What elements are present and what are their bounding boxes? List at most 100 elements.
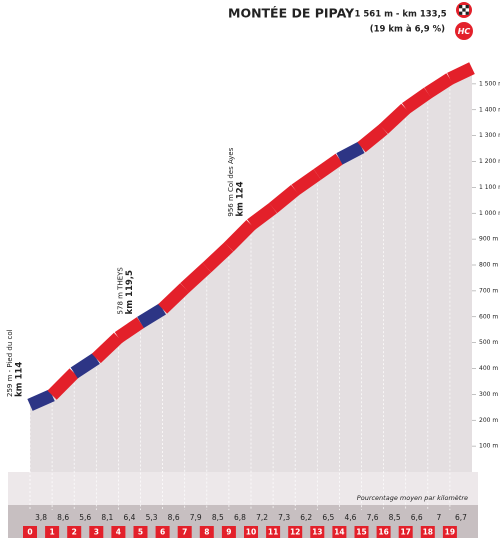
km-box [310, 526, 325, 538]
annotation-km: km 119,5 [125, 270, 135, 314]
gradient-label: 8,5 [212, 513, 224, 522]
gradient-segment [47, 368, 79, 400]
gradient-label: 8,5 [389, 513, 401, 522]
gradient-segment [224, 220, 256, 252]
gradient-label: 7,9 [190, 513, 202, 522]
gradient-caption: Pourcentage moyen par kilomètre [357, 494, 468, 502]
gradient-segment [70, 352, 100, 379]
y-tick-label: 1 100 m [479, 184, 500, 191]
y-tick-label: 800 m [479, 262, 498, 269]
km-box [111, 526, 126, 538]
annotation-km: km 124 [236, 181, 246, 216]
km-box [199, 526, 214, 538]
annotation-text: 956 m Col des Ayes [227, 147, 235, 216]
km-box [23, 526, 37, 538]
y-tick-label: 100 m [479, 443, 498, 450]
gradient-segment [379, 103, 411, 134]
km-label: 16 [378, 528, 388, 537]
km-label: 7 [182, 528, 187, 537]
gradient-segment [401, 87, 432, 114]
km-label: 15 [356, 528, 366, 537]
gradient-label: 8,6 [168, 513, 180, 522]
gradient-label: 6,8 [234, 513, 246, 522]
gradient-segment [291, 169, 322, 196]
gradient-label: 7,6 [367, 513, 379, 522]
y-tick-label: 900 m [479, 236, 498, 243]
km-label: 6 [160, 528, 165, 537]
km-box [45, 526, 60, 538]
km-label: 11 [268, 528, 278, 537]
km-box [332, 526, 347, 538]
km-box [288, 526, 303, 538]
gradient-segment [447, 62, 475, 85]
gradient-label: 8,1 [101, 513, 113, 522]
y-tick-label: 1 000 m [479, 210, 500, 217]
y-tick-label: 1 400 m [479, 106, 500, 113]
gradient-segment [336, 141, 365, 165]
y-tick-label: 500 m [479, 339, 498, 346]
km-label: 19 [445, 528, 455, 537]
km-box [133, 526, 148, 538]
finish-flag [456, 2, 472, 18]
gradient-segment [313, 153, 344, 180]
ground-band [8, 472, 478, 505]
chart-title: MONTÉE DE PIPAY [228, 6, 355, 21]
km-box [266, 526, 281, 538]
y-tick-label: 400 m [479, 365, 498, 372]
km-box [155, 526, 170, 538]
km-box [221, 526, 236, 538]
gradient-segment [91, 332, 123, 364]
km-label: 8 [204, 528, 209, 537]
km-box [354, 526, 369, 538]
summit-info: - 1 561 m - km 133,5 [348, 10, 447, 20]
gradient-segment [27, 389, 55, 411]
km-box [442, 526, 457, 538]
y-tick-label: 1 300 m [479, 132, 500, 139]
gradient-segment [268, 184, 300, 214]
km-label: 5 [138, 528, 143, 537]
gradient-segment [180, 262, 212, 293]
km-label: 9 [226, 528, 231, 537]
gradient-label: 7,2 [256, 513, 268, 522]
category-label: HC [458, 27, 471, 36]
gradient-label: 6,6 [411, 513, 423, 522]
gradient-segment [137, 303, 166, 328]
km-label: 3 [94, 528, 99, 537]
gradient-label: 5,6 [79, 513, 91, 522]
gradient-label: 8,6 [57, 513, 69, 522]
annotation-km: km 114 [15, 362, 25, 397]
y-tick-label: 200 m [479, 417, 498, 424]
gradient-label: 6,7 [455, 513, 467, 522]
gradient-segment [114, 317, 145, 343]
gradient-label: 6,2 [300, 513, 312, 522]
gradient-label: 5,3 [146, 513, 158, 522]
gradient-label: 4,6 [344, 513, 356, 522]
km-label: 13 [312, 528, 322, 537]
km-label: 2 [72, 528, 77, 537]
km-label: 0 [27, 528, 32, 537]
y-tick-label: 1 500 m [479, 80, 500, 87]
y-tick-label: 300 m [479, 391, 498, 398]
km-label: 12 [290, 528, 300, 537]
gradient-segment [357, 124, 388, 153]
y-tick-label: 1 200 m [479, 158, 500, 165]
km-box [376, 526, 391, 538]
y-tick-label: 700 m [479, 287, 498, 294]
gradient-label: 7,3 [278, 513, 290, 522]
km-box [177, 526, 192, 538]
km-box [244, 526, 258, 538]
gradient-segment [247, 202, 277, 230]
category-badge [455, 22, 473, 40]
km-box [398, 526, 413, 538]
km-label: 10 [246, 528, 256, 537]
gradient-segment [424, 73, 454, 99]
gradient-segment [158, 283, 190, 314]
km-box [67, 526, 82, 538]
km-box [89, 526, 104, 538]
gradient-label: 6,4 [123, 513, 135, 522]
gradient-label: 3,8 [35, 513, 47, 522]
km-label: 17 [400, 528, 410, 537]
km-label: 14 [334, 528, 344, 537]
